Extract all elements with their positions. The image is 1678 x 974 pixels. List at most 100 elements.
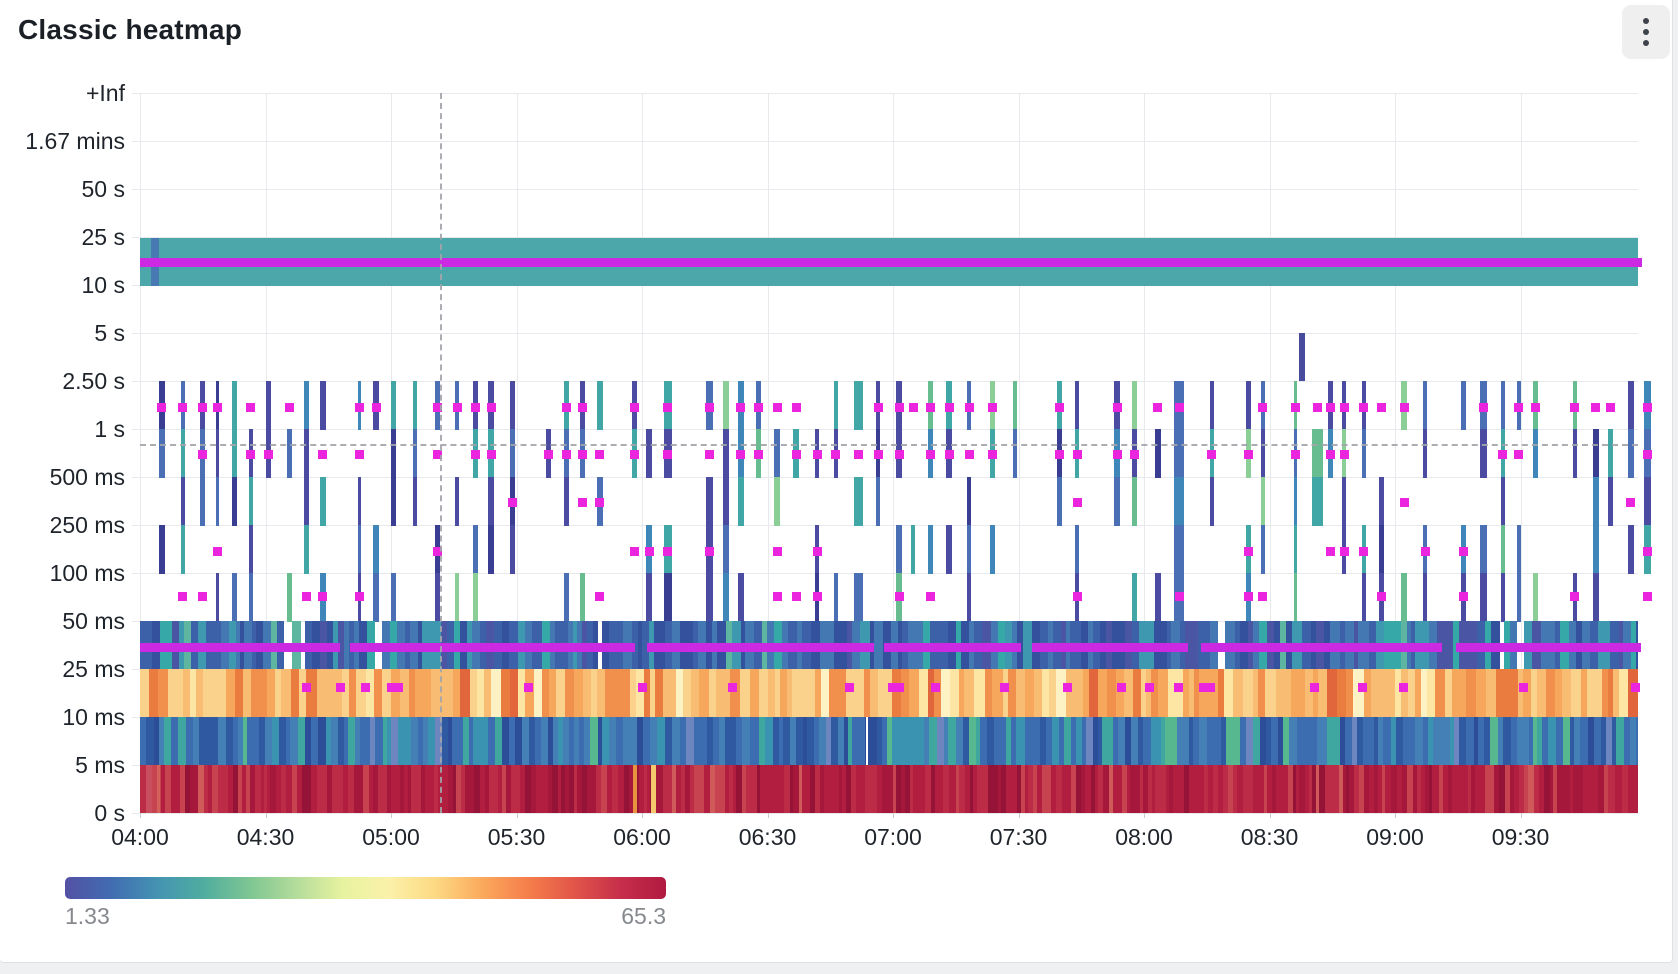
heatmap-cell	[1082, 669, 1090, 717]
heatmap-cell	[773, 717, 780, 765]
exemplar-marker	[595, 592, 605, 601]
heatmap-cell	[225, 669, 237, 717]
heatmap-cell	[1012, 381, 1017, 430]
exemplar-marker	[1243, 547, 1253, 556]
exemplar-marker	[433, 403, 443, 412]
exemplar-marker	[1290, 403, 1300, 412]
heatmap-cell	[848, 717, 853, 765]
heatmap-cell	[159, 717, 165, 765]
heatmap-cell	[1367, 717, 1375, 765]
gridline	[132, 525, 1638, 526]
heatmap-cell	[242, 669, 252, 717]
heatmap-cell	[956, 717, 964, 765]
heatmap-cell	[892, 717, 898, 765]
heatmap-cell	[737, 477, 744, 526]
exemplar-marker	[577, 498, 587, 507]
x-axis-tick-label: 04:00	[111, 824, 169, 850]
heatmap-cell	[845, 765, 852, 813]
heatmap-cell	[231, 477, 237, 526]
heatmap-cell	[725, 765, 730, 813]
heatmap-cell	[456, 717, 464, 765]
heatmap-cell	[791, 669, 800, 717]
heatmap-cell	[226, 717, 234, 765]
heatmap-cell	[838, 717, 845, 765]
heatmap-cell	[565, 765, 570, 813]
heatmap-cell	[569, 717, 575, 765]
heatmap-cell	[400, 669, 410, 717]
heatmap-cell	[1258, 765, 1265, 813]
heatmap-cell	[321, 765, 328, 813]
heatmap-cell	[1597, 765, 1605, 813]
heatmap-cell	[215, 573, 220, 622]
exemplar-marker	[894, 592, 904, 601]
heatmap-cell	[185, 765, 191, 813]
heatmap-cell	[218, 717, 227, 765]
heatmap-cell	[934, 669, 942, 717]
x-axis-tick-label: 05:30	[487, 824, 546, 850]
heatmap-cell	[558, 717, 564, 765]
heatmap-cell	[145, 717, 155, 765]
heatmap-cell	[569, 765, 575, 813]
heatmap-cell	[823, 765, 829, 813]
heatmap-cell	[347, 765, 355, 813]
heatmap-cell	[174, 765, 181, 813]
heatmap-cell	[860, 765, 866, 813]
heatmap-cell	[353, 765, 360, 813]
x-axis-tick	[1018, 813, 1020, 818]
heatmap-cell	[1200, 765, 1205, 813]
heatmap-cell	[1435, 669, 1446, 717]
heatmap-cell	[473, 765, 481, 813]
heatmap-cell	[1154, 765, 1162, 813]
heatmap-cell	[383, 765, 388, 813]
heatmap-cell	[149, 669, 159, 717]
heatmap-cell	[1289, 717, 1298, 765]
heatmap-cell	[304, 381, 310, 430]
heatmap-cell	[653, 765, 661, 813]
heatmap-cell	[887, 669, 893, 717]
heatmap-cell	[774, 669, 781, 717]
heatmap-cell	[1260, 717, 1267, 765]
heatmap-cell	[1601, 717, 1608, 765]
heatmap-cell	[930, 765, 936, 813]
exemplar-marker	[812, 547, 822, 556]
gridline	[132, 477, 1638, 478]
heatmap-cell	[1336, 669, 1347, 717]
heatmap-cell	[855, 669, 865, 717]
heatmap-cell	[1402, 765, 1408, 813]
heatmap-cell	[1614, 765, 1620, 813]
exemplar-marker	[1310, 683, 1319, 692]
heatmap-cell	[584, 717, 591, 765]
panel-menu-button[interactable]	[1622, 5, 1670, 59]
exemplar-marker	[197, 403, 207, 412]
heatmap-cell	[338, 717, 345, 765]
exemplar-marker	[1458, 592, 1468, 601]
heatmap-cell	[281, 669, 293, 717]
heatmap-cell	[977, 765, 983, 813]
heatmap-cell	[935, 765, 940, 813]
heatmap-cell	[461, 765, 466, 813]
heatmap-cell	[1497, 717, 1505, 765]
heatmap-cell	[454, 573, 460, 622]
x-axis-tick-label: 08:30	[1240, 824, 1299, 850]
heatmap-cell	[1042, 765, 1048, 813]
heatmap-cell	[1209, 669, 1219, 717]
heatmap-cell	[1618, 669, 1629, 717]
exemplar-marker	[964, 450, 974, 459]
heatmap-cell	[1623, 717, 1632, 765]
exemplar-marker	[1199, 683, 1216, 692]
heatmap-cell	[636, 669, 645, 717]
exemplar-marker	[212, 547, 222, 556]
heatmap-cell	[1581, 669, 1588, 717]
heatmap-cell	[356, 669, 367, 717]
heatmap-cell	[237, 717, 244, 765]
heatmap-cell	[363, 765, 370, 813]
heatmap-cell	[1182, 669, 1190, 717]
heatmap-cell	[520, 765, 526, 813]
heatmap-cell	[1480, 429, 1487, 478]
heatmap-cell	[908, 669, 921, 717]
heatmap-cell	[428, 765, 435, 813]
heatmap-cell	[435, 717, 443, 765]
y-axis-tick-label: 1 s	[94, 416, 125, 442]
heatmap-cell	[1090, 765, 1096, 813]
